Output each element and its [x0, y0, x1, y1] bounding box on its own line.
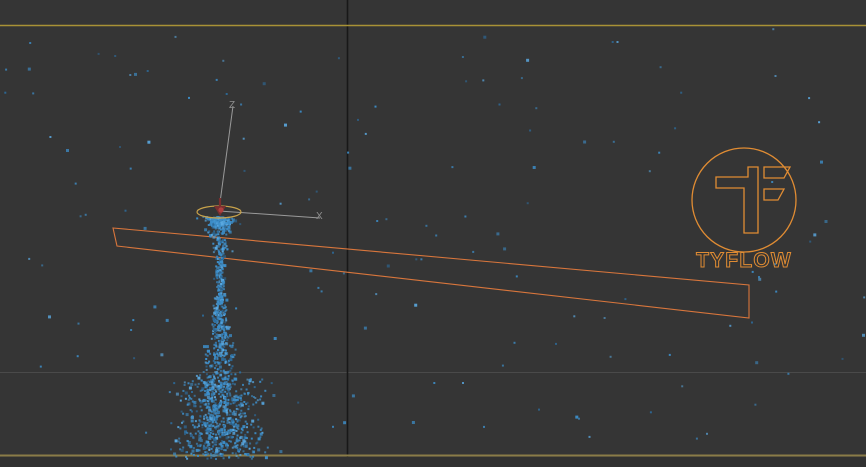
emitter-selection-marker[interactable] — [218, 207, 224, 213]
particle-jet-group — [168, 215, 283, 460]
gizmo-z-label: Z — [229, 100, 236, 111]
deflector-plane[interactable] — [112, 227, 750, 319]
gizmo-x-axis[interactable] — [218, 210, 321, 219]
grid-floor-band — [0, 457, 866, 467]
gizmo-z-axis[interactable] — [218, 105, 234, 211]
gizmo-x-label: X — [316, 211, 323, 222]
